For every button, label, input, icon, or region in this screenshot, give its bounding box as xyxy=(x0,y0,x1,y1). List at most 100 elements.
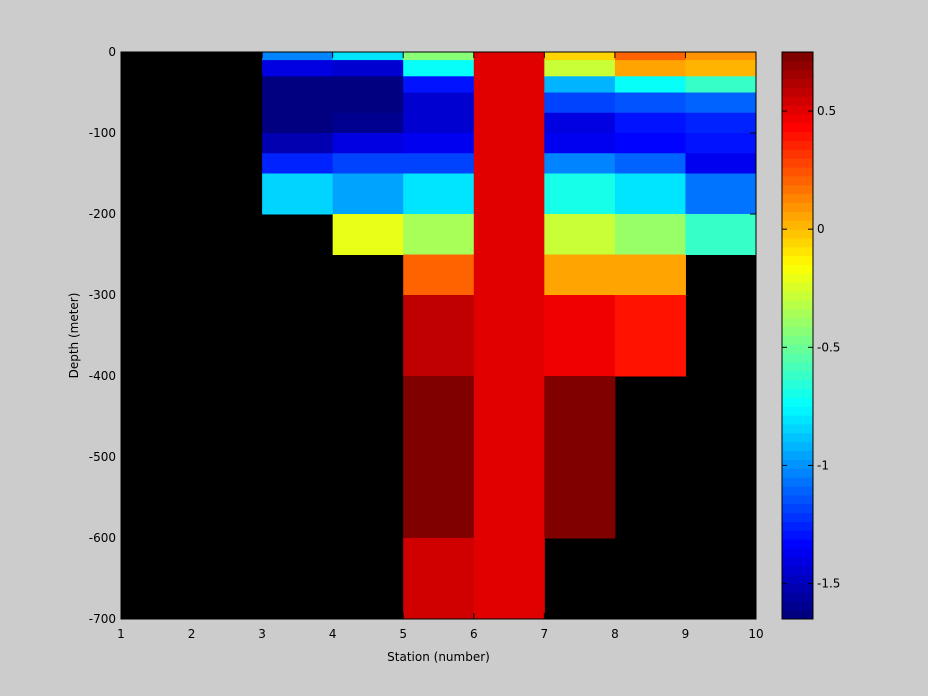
colorbar-band xyxy=(782,291,813,301)
colorbar-band xyxy=(782,229,813,239)
colorbar-band xyxy=(782,87,813,97)
heatmap-cell xyxy=(614,254,686,296)
heatmap-cell xyxy=(544,376,616,539)
heatmap-cell xyxy=(473,52,545,620)
y-tick-label: -100 xyxy=(89,126,116,140)
heatmap-cell xyxy=(403,133,475,154)
heatmap-cell xyxy=(332,52,404,61)
y-tick-label: -500 xyxy=(89,450,116,464)
colorbar-band xyxy=(782,308,813,319)
heatmap-cell xyxy=(544,254,616,296)
heatmap-cell xyxy=(544,52,616,61)
colorbar-band xyxy=(782,397,813,407)
colorbar-band xyxy=(782,167,813,177)
heatmap-cell xyxy=(403,153,475,174)
heatmap-cell xyxy=(262,76,334,134)
colorbar-band xyxy=(782,344,813,354)
heatmap-cell xyxy=(685,76,757,93)
colorbar-band xyxy=(782,556,813,567)
heatmap-cell xyxy=(403,173,475,215)
heatmap-cell xyxy=(685,92,757,114)
x-tick-label: 9 xyxy=(682,627,690,641)
heatmap-cell xyxy=(403,92,475,134)
heatmap-cell xyxy=(685,133,757,154)
colorbar-band xyxy=(782,521,813,531)
heatmap-cell xyxy=(614,295,686,377)
x-tick-label: 5 xyxy=(399,627,407,641)
heatmap-cells xyxy=(262,52,757,620)
colorbar-band xyxy=(782,441,813,452)
colorbar-band xyxy=(782,300,813,310)
heatmap-cell xyxy=(332,214,404,255)
colorbar-band xyxy=(782,610,813,620)
heatmap-cell xyxy=(544,214,616,255)
heatmap-cell xyxy=(262,153,334,174)
colorbar-band xyxy=(782,317,813,328)
heatmap-cell xyxy=(332,153,404,174)
axes: 1 2 3 4 5 6 7 8 9 10 0 -100 -200 -300 -400 -500 -600 -700 xyxy=(89,45,764,641)
heatmap-cell xyxy=(614,153,686,174)
heatmap-cell xyxy=(403,52,475,61)
heatmap-cell xyxy=(332,76,404,114)
colorbar-band xyxy=(782,202,813,212)
heatmap-cell xyxy=(544,173,616,215)
colorbar-band xyxy=(782,282,813,292)
heatmap-cell xyxy=(403,376,475,539)
colorbar: 0.5 0 -0.5 -1 -1.5 xyxy=(781,51,840,620)
heatmap-cell xyxy=(262,52,334,61)
colorbar-band xyxy=(782,468,813,478)
heatmap-cell xyxy=(403,76,475,93)
colorbar-band xyxy=(782,388,813,398)
heatmap-cell xyxy=(614,52,686,61)
x-tick-label: 7 xyxy=(541,627,549,641)
colorbar-band xyxy=(782,592,813,602)
heatmap-cell xyxy=(544,60,616,77)
y-tick-label: -200 xyxy=(89,207,116,221)
plot-frame xyxy=(120,51,757,620)
colorbar-band xyxy=(782,530,813,540)
colorbar-band xyxy=(782,220,813,230)
colorbar-band xyxy=(782,52,813,62)
colorbar-band xyxy=(782,353,813,363)
colorbar-band xyxy=(782,69,813,79)
y-axis-label: Depth (meter) xyxy=(67,293,81,379)
x-tick-label: 8 xyxy=(611,627,619,641)
heatmap-cell xyxy=(544,112,616,134)
colorbar-band xyxy=(782,114,813,124)
heatmap-cell xyxy=(685,173,757,215)
heatmap-cell xyxy=(544,295,616,377)
y-tick-label: -400 xyxy=(89,369,116,383)
heatmap-cell xyxy=(332,112,404,134)
x-tick-label: 1 xyxy=(117,627,125,641)
x-tick-label: 3 xyxy=(258,627,266,641)
colorbar-band xyxy=(782,432,813,443)
colorbar-band xyxy=(782,193,813,204)
x-tick-label: 2 xyxy=(188,627,196,641)
heatmap-cell xyxy=(685,112,757,134)
colorbar-band xyxy=(782,326,813,336)
colorbar-band xyxy=(782,238,813,248)
colorbar-band xyxy=(782,379,813,390)
colorbar-band xyxy=(782,406,813,416)
colorbar-band xyxy=(782,601,813,611)
colorbar-band xyxy=(782,477,813,487)
heatmap-cell xyxy=(262,133,334,154)
y-tick-label: -700 xyxy=(89,612,116,626)
heatmap-cell xyxy=(262,60,334,77)
colorbar-band xyxy=(782,60,813,71)
colorbar-band xyxy=(782,539,813,549)
colorbar-band xyxy=(782,105,813,115)
colorbar-band xyxy=(782,415,813,425)
y-tick-label: -300 xyxy=(89,288,116,302)
colorbar-band xyxy=(782,574,813,584)
heatmap-cell xyxy=(614,133,686,154)
colorbar-tick-label: 0.5 xyxy=(817,104,836,118)
heatmap-cell xyxy=(403,254,475,296)
heatmap-cell xyxy=(614,173,686,215)
heatmap-cell xyxy=(614,214,686,255)
colorbar-band xyxy=(782,486,813,496)
y-tick-label: -600 xyxy=(89,531,116,545)
colorbar-band xyxy=(782,335,813,345)
colorbar-band xyxy=(782,459,813,469)
heatmap-cell xyxy=(685,60,757,77)
